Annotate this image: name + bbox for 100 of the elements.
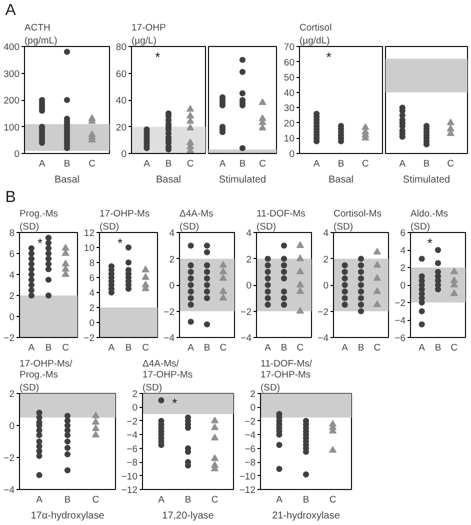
x-tick-label: B <box>358 342 364 354</box>
x-tick-label: B <box>338 158 344 170</box>
y-tick-label: −10 <box>121 471 138 482</box>
chart-title: ACTH <box>24 22 50 34</box>
y-tick-label: −6 <box>126 444 138 455</box>
y-tick-label: 60 <box>284 57 295 68</box>
x-tick-label: C <box>186 158 194 170</box>
y-tick-label: −4 <box>4 485 15 496</box>
y-tick-label: 2 <box>323 254 329 266</box>
y-tick-label: 2 <box>132 389 138 400</box>
y-tick-label: −4 <box>394 316 406 326</box>
y-tick-label: −2 <box>244 416 256 428</box>
y-tick-label: −4 <box>164 333 175 344</box>
chart-subtitle: (µg/dL) <box>300 36 330 46</box>
x-tick-label: C <box>329 494 336 506</box>
x-axis-title: 21-hydroxylase <box>272 510 340 522</box>
y-tick-label: 2 <box>169 254 175 266</box>
y-tick-label: 4 <box>400 246 406 256</box>
y-tick-label: 4 <box>246 228 252 239</box>
y-tick-label: 30 <box>284 103 295 114</box>
y-tick-label: 80 <box>116 42 127 53</box>
y-tick-label: 0 <box>121 149 127 160</box>
annotation: * <box>117 236 123 250</box>
y-tick-label: 0 <box>132 402 138 414</box>
annotation: * <box>172 396 178 411</box>
chart-title: 17-OHP <box>132 22 166 34</box>
chart-title: 11-DOF-Ms <box>256 208 306 220</box>
y-tick-label: 2 <box>9 291 15 302</box>
x-tick-label: A <box>219 158 226 170</box>
y-tick-label: 4 <box>169 228 175 239</box>
y-tick-label: −2 <box>4 453 15 464</box>
y-tick-label: −12 <box>239 485 256 496</box>
x-tick-label: C <box>211 494 218 506</box>
chart-title: Prog.-Ms <box>20 208 58 220</box>
x-tick-label: C <box>220 342 227 354</box>
chart-subtitle: (SD) <box>410 222 430 232</box>
chart-title: Cortisol-Ms <box>334 208 382 220</box>
x-tick-label: B <box>239 158 246 170</box>
x-tick-label: B <box>64 494 71 506</box>
y-tick-label: 20 <box>284 118 295 130</box>
y-tick-label: 4 <box>9 270 15 281</box>
chart-subtitle: (SD) <box>20 382 40 394</box>
x-axis-title: Basal <box>156 174 182 186</box>
y-tick-label: −2 <box>84 333 95 344</box>
y-tick-label: 0 <box>14 149 20 160</box>
x-tick-label: C <box>62 342 70 354</box>
y-tick-label: −2 <box>164 306 175 318</box>
chart-subtitle: (SD) <box>100 222 120 232</box>
y-tick-label: 0 <box>250 402 256 414</box>
x-tick-label: A <box>28 342 36 354</box>
y-tick-label: −8 <box>244 458 256 469</box>
x-tick-label: A <box>313 158 320 170</box>
y-tick-label: 300 <box>4 68 20 80</box>
text: A <box>5 2 16 19</box>
x-tick-label: A <box>342 342 349 354</box>
chart-title: Aldo.-Ms <box>410 208 448 220</box>
y-tick-label: 2 <box>246 254 252 266</box>
y-tick-label: 0 <box>323 280 329 292</box>
y-tick-label: 0 <box>246 280 252 292</box>
y-tick-label: 0 <box>289 149 295 160</box>
y-tick-label: 2 <box>9 389 15 400</box>
y-tick-label: 2 <box>400 263 406 274</box>
y-tick-label: 70 <box>284 42 295 53</box>
chart-title: Cortisol <box>300 22 332 34</box>
x-tick-label: B <box>125 342 132 354</box>
y-tick-label: −2 <box>126 416 138 428</box>
y-tick-label: 0 <box>169 280 175 292</box>
x-tick-label: C <box>259 158 266 170</box>
x-tick-label: A <box>38 158 46 170</box>
y-tick-label: 10 <box>84 243 95 254</box>
y-tick-label: −4 <box>244 430 256 442</box>
y-tick-label: −2 <box>318 306 329 318</box>
chart-subtitle: (pg/mL) <box>24 36 58 46</box>
y-tick-label: −8 <box>126 458 138 469</box>
y-tick-label: 200 <box>4 96 20 106</box>
y-tick-label: 6 <box>400 228 406 239</box>
x-tick-label: C <box>362 158 369 170</box>
chart-subtitle: (SD) <box>142 382 162 394</box>
chart-title: 17-OHP-Ms/Prog.-Ms <box>20 358 73 380</box>
x-tick-label: C <box>374 342 381 354</box>
x-tick-label: C <box>142 342 150 354</box>
x-tick-label: B <box>45 342 52 354</box>
y-tick-label: 12 <box>84 228 95 239</box>
y-tick-label: −12 <box>121 485 138 496</box>
x-tick-label: A <box>418 342 426 354</box>
x-tick-label: B <box>184 494 192 506</box>
x-axis-title: Basal <box>328 174 354 186</box>
x-axis-title: Stimulated <box>402 174 450 186</box>
y-tick-label: −4 <box>240 333 252 344</box>
y-tick-label: 6 <box>89 273 95 284</box>
x-tick-label: A <box>188 342 195 354</box>
y-tick-label: 8 <box>89 258 95 269</box>
x-tick-label: B <box>280 342 288 354</box>
x-tick-label: C <box>450 342 458 354</box>
y-tick-label: 4 <box>323 228 329 239</box>
annotation: * <box>326 50 332 65</box>
y-tick-label: −2 <box>4 333 15 344</box>
x-tick-label: C <box>296 342 304 354</box>
text: B <box>5 189 16 206</box>
chart-subtitle: (SD) <box>260 382 280 394</box>
